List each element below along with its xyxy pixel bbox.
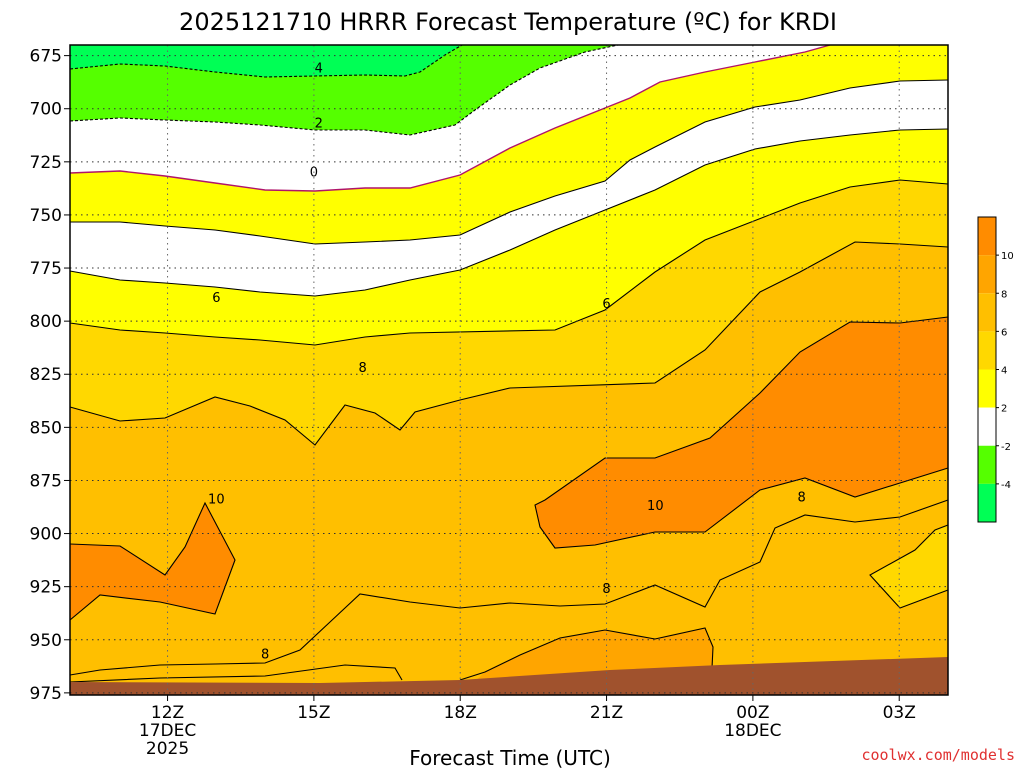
colorbar: 10 8 6 4 2 -2 -4 [977,216,1014,523]
x-tick-label: 17DEC [139,721,196,741]
band-10-12-east [535,317,948,548]
colorbar-swatch [978,293,996,332]
y-tick-label: 875 [30,471,62,491]
colorbar-tick-label: -4 [1001,480,1011,491]
contour-label: 2 [315,117,323,132]
x-tick-label: 21Z [590,703,623,723]
contour-6 [69,179,949,346]
y-tick-label: 700 [30,100,62,120]
contour-10-east [534,316,949,549]
grid [70,45,948,695]
y-tick-label: 925 [30,578,62,598]
contour-8 [69,241,949,446]
contour-label: 10 [208,493,225,508]
contour-label: 4 [315,61,323,76]
x-tick-label: 12Z [151,703,184,723]
contour-4 [69,128,949,297]
x-axis-label: Forecast Time (UTC) [409,746,611,768]
colorbar-tick-label: 8 [1001,289,1007,300]
contour-minus4 [69,44,463,78]
colorbar-tick-label: 10 [1001,251,1014,262]
plot-frame [69,44,949,696]
y-tick-label: 825 [30,365,62,385]
y-tick-label: 950 [30,631,62,651]
contour-8-low [69,499,949,676]
plot-area: 4 2 0 6 6 8 10 10 8 8 8 [69,44,949,695]
y-tick-label: 975 [30,684,62,704]
contour-lines [69,44,949,683]
colorbar-swatch [978,255,996,294]
colorbar-swatch [978,369,996,408]
colorbar-swatch [978,407,996,446]
colorbar-tick-label: -2 [1001,442,1011,453]
band-4-6-se [870,525,948,608]
x-tick-label: 03Z [883,703,916,723]
colorbar-tick-label: 4 [1001,366,1007,377]
contour-label: 0 [310,165,318,180]
band-6-8-lowest [70,500,948,695]
contour-label: 8 [602,582,610,597]
x-tick-label: 18Z [444,703,477,723]
colorbar-swatch [978,331,996,370]
contour-label: 8 [359,361,367,376]
colorbar-swatch [978,217,996,256]
contour-6-se [869,524,949,609]
y-tick-label: 850 [30,418,62,438]
ground [70,657,948,695]
x-tick-label: 15Z [297,703,330,723]
credit-link[interactable]: coolwx.com/models [861,746,1015,764]
contour-2 [70,79,949,245]
contour-label: 8 [798,490,806,505]
band-10-12-west [70,503,235,620]
contour-8-lowest [459,627,714,681]
x-tick-label: 00Z [736,703,769,723]
y-tick-label: 900 [30,525,62,545]
y-axis: 675 700 725 750 775 800 825 850 875 900 925 950 975 [30,47,70,704]
contour-label: 10 [647,499,664,514]
chart-title: 2025121710 HRRR Forecast Temperature (ºC… [179,8,837,36]
contour-6-surface [69,664,403,683]
contour-labels: 4 2 0 6 6 8 10 10 8 8 8 [208,61,806,662]
colorbar-tick-label: 6 [1001,327,1007,338]
contour-label: 6 [602,297,610,312]
x-tick-label: 18DEC [724,721,781,741]
band-minus4-fill [70,45,462,77]
x-tick-label: 2025 [146,739,189,759]
contour-0 [69,44,831,192]
contour-label: 6 [212,291,220,306]
colorbar-swatch [978,445,996,484]
contour-10-west [69,501,236,621]
y-tick-label: 775 [30,259,62,279]
colorbar-tick-label: 2 [1001,404,1007,415]
y-tick-label: 800 [30,312,62,332]
y-tick-label: 750 [30,206,62,226]
y-tick-label: 725 [30,153,62,173]
y-tick-label: 675 [30,47,62,67]
contour-label: 8 [261,648,269,663]
colorbar-swatch [978,483,996,522]
